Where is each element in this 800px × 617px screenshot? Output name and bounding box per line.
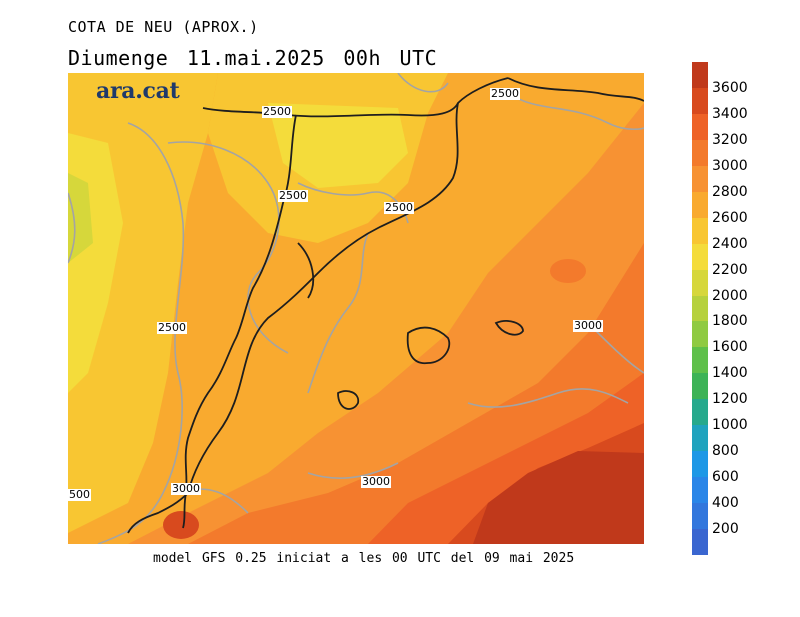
colorbar-label: 2600: [712, 209, 748, 226]
colorbar-segment: [692, 503, 708, 530]
colorbar-segment: [692, 295, 708, 322]
field-3200-patch: [163, 511, 199, 539]
ara-cat-logo: ara.cat: [96, 78, 180, 104]
map-title: COTA DE NEU (APROX.): [68, 18, 259, 36]
contour-label: 3000: [361, 475, 391, 488]
colorbar: [692, 62, 708, 556]
colorbar-segment: [692, 87, 708, 115]
colorbar-label: 2000: [712, 287, 748, 304]
field-2200-north: [268, 103, 408, 188]
colorbar-segment: [692, 347, 708, 374]
colorbar-label: 1000: [712, 417, 748, 434]
colorbar-segment: [692, 243, 708, 271]
colorbar-label: 1800: [712, 313, 748, 330]
field-3600: [473, 451, 644, 544]
colorbar-label: 600: [712, 469, 739, 486]
colorbar-segment: [692, 529, 708, 556]
contour-label: 3000: [573, 319, 603, 332]
colorbar-label: 3400: [712, 105, 748, 122]
contour-label: 2500: [384, 201, 414, 214]
colorbar-segment: [692, 113, 708, 141]
colorbar-label: 3600: [712, 79, 748, 96]
colorbar-segment: [692, 399, 708, 426]
colorbar-segment: [692, 139, 708, 167]
contour-label: 2500: [157, 321, 187, 334]
snow-level-map: [68, 73, 644, 544]
contour-label: 2500: [278, 189, 308, 202]
colorbar-segment: [692, 451, 708, 478]
colorbar-segment: [692, 62, 708, 89]
colorbar-label: 200: [712, 521, 739, 538]
colorbar-segment: [692, 191, 708, 219]
colorbar-segment: [692, 373, 708, 400]
contour-label: 3000: [171, 482, 201, 495]
contour-lines: [68, 73, 644, 544]
colorbar-label: 800: [712, 443, 739, 460]
contour-label: 500: [68, 488, 91, 501]
model-footer: model GFS 0.25 iniciat a les 00 UTC del …: [153, 551, 575, 566]
colorbar-label: 2800: [712, 183, 748, 200]
contour-label: 2500: [262, 105, 292, 118]
colorbar-label: 400: [712, 495, 739, 512]
colorbar-label: 3200: [712, 131, 748, 148]
field-3000-patch: [550, 259, 586, 283]
colorbar-label: 1200: [712, 391, 748, 408]
colorbar-segment: [692, 269, 708, 297]
colorbar-segment: [692, 321, 708, 348]
colorbar-segment: [692, 477, 708, 504]
colorbar-label: 2400: [712, 235, 748, 252]
colorbar-label: 1400: [712, 365, 748, 382]
colorbar-label: 3000: [712, 157, 748, 174]
colorbar-segment: [692, 425, 708, 452]
colorbar-segment: [692, 165, 708, 193]
contour-label: 2500: [490, 87, 520, 100]
colorbar-segment: [692, 217, 708, 245]
colorbar-label: 2200: [712, 261, 748, 278]
map-subtitle: Diumenge 11.mai.2025 00h UTC: [68, 46, 438, 70]
colorbar-label: 1600: [712, 339, 748, 356]
